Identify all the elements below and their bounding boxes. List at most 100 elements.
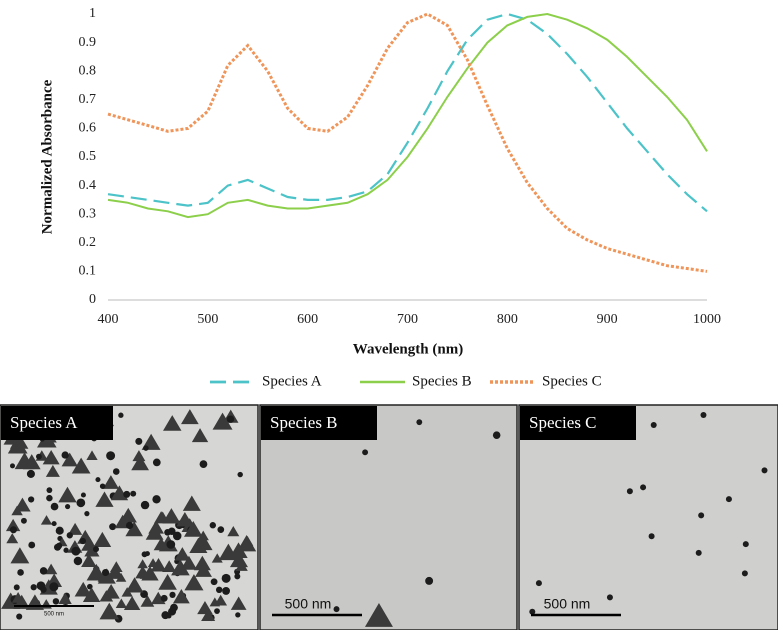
- particle: [112, 468, 120, 475]
- particle: [152, 495, 161, 504]
- particle: [51, 521, 57, 527]
- particle: [86, 450, 98, 460]
- particle: [73, 556, 83, 566]
- particle: [39, 567, 48, 575]
- x-tick-label: 700: [397, 312, 418, 327]
- particle: [226, 415, 235, 423]
- particle: [199, 460, 208, 468]
- particle: [698, 512, 705, 519]
- particle: [725, 496, 732, 503]
- particle: [118, 412, 124, 418]
- particle: [162, 560, 177, 572]
- particle: [172, 589, 190, 604]
- particle: [40, 586, 47, 593]
- particle: [95, 491, 114, 507]
- particle: [66, 532, 73, 539]
- particle: [168, 527, 176, 536]
- particle: [241, 535, 254, 546]
- particle: [109, 523, 117, 531]
- particle: [209, 522, 217, 529]
- particle: [237, 471, 243, 478]
- particle: [184, 574, 204, 591]
- particle: [214, 608, 220, 614]
- particle: [229, 542, 248, 558]
- particle: [140, 595, 155, 607]
- series-line: [107, 12, 708, 273]
- particle: [234, 573, 241, 580]
- particle: [131, 455, 149, 471]
- particle: [184, 520, 203, 537]
- particle: [61, 451, 69, 459]
- particle: [235, 612, 241, 618]
- particle: [209, 597, 221, 607]
- panel-label-bg: [520, 406, 636, 440]
- particle: [210, 578, 218, 586]
- particle: [626, 488, 633, 495]
- y-axis-title: Normalized Absorbance: [39, 79, 55, 234]
- particle: [86, 563, 107, 581]
- particle: [135, 437, 143, 445]
- particle: [195, 562, 212, 577]
- particle: [67, 522, 83, 535]
- y-tick-label: 0.2: [79, 235, 97, 250]
- particle: [20, 517, 27, 524]
- scale-label: 500 nm: [544, 596, 591, 612]
- particle: [741, 570, 748, 577]
- particle: [9, 433, 29, 449]
- particle: [742, 541, 749, 548]
- particle: [81, 536, 98, 551]
- particle: [80, 492, 86, 498]
- series-line: [107, 12, 708, 213]
- x-tick-label: 800: [497, 312, 518, 327]
- particle: [700, 412, 707, 419]
- particle: [150, 558, 167, 572]
- particle: [125, 521, 143, 537]
- particle: [163, 415, 182, 431]
- particle: [101, 568, 110, 577]
- y-tick-label: 0.4: [79, 178, 97, 193]
- particle: [333, 606, 340, 613]
- panel-label: Species A: [10, 413, 78, 432]
- particle: [46, 494, 53, 502]
- legend-label: Species A: [262, 373, 322, 389]
- particle: [52, 598, 60, 605]
- particle: [529, 608, 536, 615]
- x-axis-title: Wavelength (nm): [353, 341, 463, 357]
- particle: [49, 582, 59, 592]
- particle: [695, 549, 702, 556]
- particle: [182, 495, 201, 511]
- particle: [143, 445, 149, 451]
- particle: [215, 586, 223, 594]
- particle: [82, 587, 101, 603]
- particle: [9, 526, 17, 534]
- particle: [1, 592, 21, 609]
- particle: [158, 573, 177, 590]
- particle: [10, 547, 30, 564]
- y-tick-label: 0.6: [79, 121, 97, 136]
- particle: [6, 533, 19, 544]
- x-tick-label: 1000: [693, 312, 721, 327]
- particle: [166, 540, 176, 549]
- particle: [155, 511, 170, 523]
- particle: [95, 477, 101, 483]
- particle: [650, 422, 657, 429]
- particle: [492, 431, 501, 439]
- x-tick-label: 600: [297, 312, 318, 327]
- particle: [63, 547, 69, 553]
- legend-label: Species C: [542, 373, 602, 389]
- particle: [761, 467, 768, 474]
- particle: [648, 533, 655, 540]
- particle: [221, 573, 231, 583]
- particle: [152, 458, 161, 467]
- particle: [193, 555, 211, 571]
- particle: [84, 510, 90, 517]
- series-line: [107, 12, 708, 219]
- image-panels: Species A 500 nm Species B 500 nm Species C 5…: [0, 404, 778, 631]
- x-tick-label: 400: [98, 312, 119, 327]
- particle: [28, 496, 35, 503]
- particle: [74, 581, 92, 597]
- particle: [58, 486, 77, 503]
- particle: [71, 546, 81, 556]
